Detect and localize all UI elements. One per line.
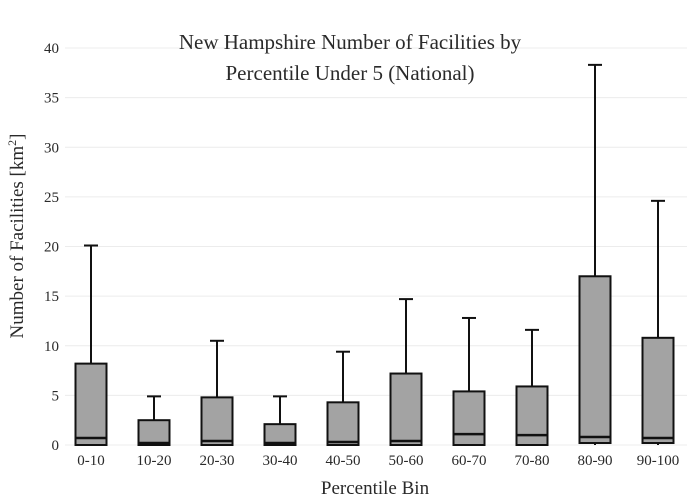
x-tick-label: 70-80 [515,453,550,469]
y-axis-title-main: Number of Facilities [km [7,146,28,339]
x-tick-label: 60-70 [452,453,487,469]
iqr-box [641,336,675,445]
y-tick-label: 5 [52,388,60,404]
box-90-100 [641,199,675,445]
iqr-box [137,419,171,446]
boxes [74,63,675,447]
box-30-40 [263,395,297,447]
iqr-box [263,423,297,447]
y-axis-title-superscript: 2 [5,140,19,146]
chart-title-line1: New Hampshire Number of Facilities by [179,30,522,54]
iqr-box [74,362,108,446]
x-tick-label: 0-10 [77,453,105,469]
box-50-60 [389,298,423,447]
box-0-10 [74,244,108,446]
x-tick-label: 10-20 [137,453,172,469]
x-tick-label: 30-40 [263,453,298,469]
box-70-80 [515,328,549,447]
box-40-50 [326,350,360,447]
x-tick-label: 90-100 [637,453,680,469]
y-tick-labels: 0 5 10 15 20 25 30 35 40 [44,41,59,454]
y-tick-label: 10 [44,339,59,355]
iqr-box [389,372,423,447]
x-axis-title: Percentile Bin [321,478,430,499]
y-axis-title-end: ] [7,134,28,140]
chart-title-line2: Percentile Under 5 (National) [226,61,475,85]
y-tick-label: 0 [52,438,60,454]
box-60-70 [452,316,486,446]
iqr-box [578,275,612,445]
x-tick-label: 80-90 [578,453,613,469]
iqr-box [326,401,360,447]
x-tick-label: 40-50 [326,453,361,469]
box-80-90 [578,63,612,445]
y-axis-title: Number of Facilities [km2] [5,134,28,339]
iqr-box [200,396,234,446]
y-tick-label: 30 [44,140,59,156]
x-tick-label: 20-30 [200,453,235,469]
x-tick-labels: 0-10 10-20 20-30 30-40 40-50 50-60 60-70 70-80 8… [77,453,679,469]
box-20-30 [200,339,234,446]
y-tick-label: 40 [44,41,59,57]
box-10-20 [137,395,171,446]
gridlines [65,47,687,446]
iqr-box [452,390,486,446]
y-tick-label: 25 [44,190,59,206]
y-tick-label: 20 [44,240,59,256]
x-tick-label: 50-60 [389,453,424,469]
y-tick-label: 35 [44,91,59,107]
y-tick-label: 15 [44,289,59,305]
